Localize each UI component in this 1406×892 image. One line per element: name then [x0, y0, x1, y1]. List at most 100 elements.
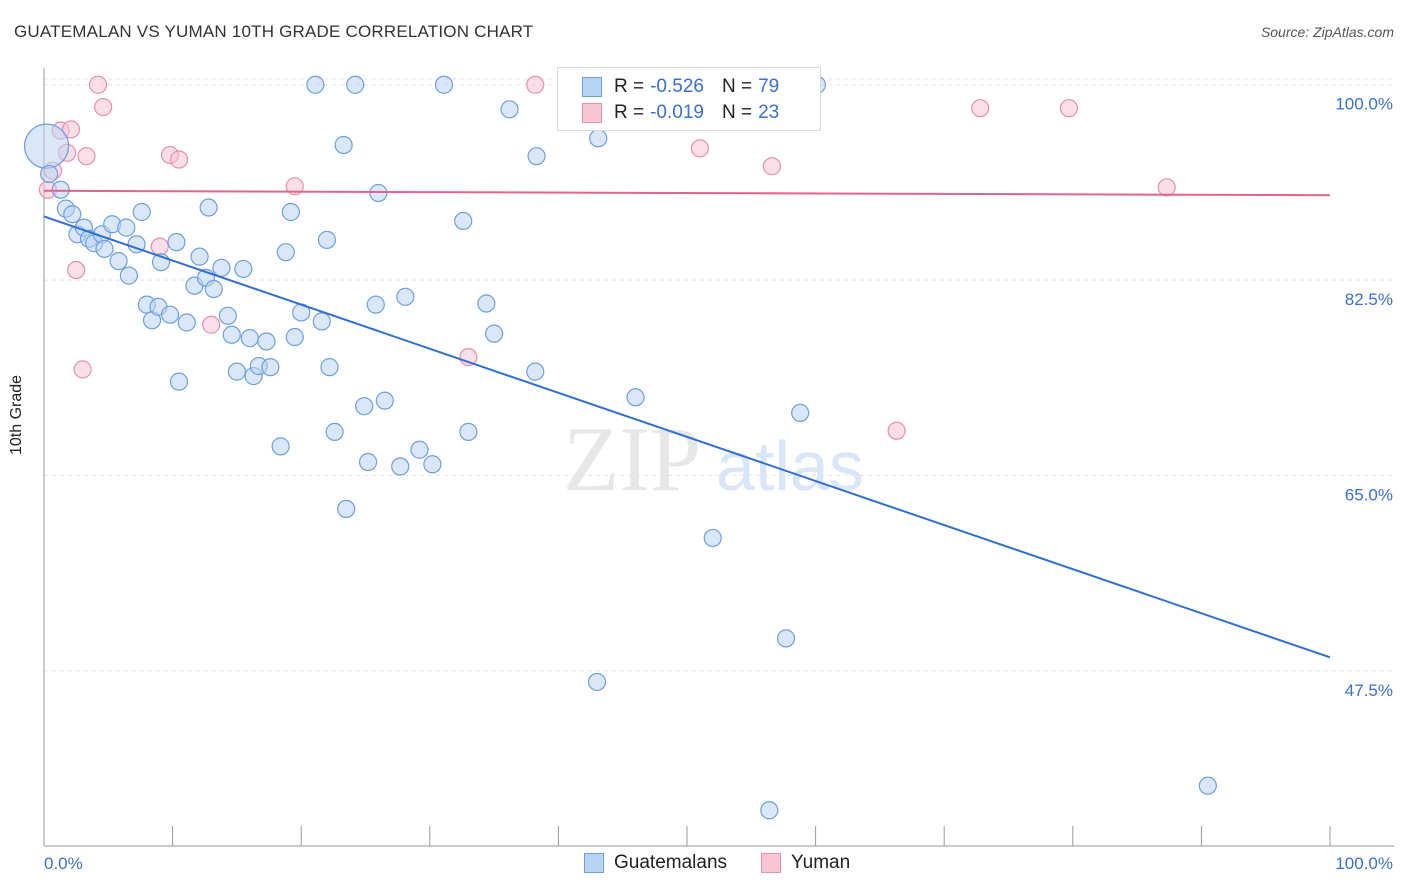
- data-point-guatemalans: [703, 528, 722, 548]
- legend-n-label: N =: [721, 76, 753, 97]
- y-tick-label: 47.5%: [1345, 681, 1393, 700]
- data-point-guatemalans: [40, 164, 59, 184]
- data-point-guatemalans: [369, 183, 388, 203]
- data-point-guatemalans: [500, 100, 519, 119]
- data-point-guatemalans: [119, 266, 138, 285]
- x-tick-label: 0.0%: [44, 854, 83, 873]
- legend-n-label: N =: [721, 102, 753, 123]
- data-point-yuman: [690, 139, 709, 158]
- data-point-guatemalans: [320, 358, 339, 377]
- data-point-yuman: [1059, 99, 1079, 118]
- legend-swatch-pink: [761, 853, 782, 873]
- data-point-guatemalans: [160, 305, 180, 324]
- data-point-guatemalans: [760, 801, 779, 820]
- data-point-guatemalans: [346, 75, 365, 94]
- data-point-guatemalans: [132, 202, 151, 222]
- data-point-guatemalans: [63, 205, 82, 224]
- data-point-yuman: [88, 75, 108, 94]
- data-point-guatemalans: [396, 287, 415, 306]
- data-point-guatemalans: [167, 233, 186, 252]
- data-point-yuman: [94, 97, 113, 117]
- data-point-guatemalans: [222, 325, 241, 344]
- data-point-guatemalans: [212, 258, 231, 277]
- data-point-guatemalans: [526, 362, 545, 381]
- legend-item-yuman[interactable]: Yuman: [761, 852, 850, 874]
- data-point-guatemalans: [218, 306, 237, 325]
- series-guatemalans: [23, 75, 1217, 820]
- y-tick-label: 100.0%: [1335, 95, 1393, 114]
- legend-swatch-blue: [584, 853, 604, 873]
- tick-labels: 100.0% 82.5% 65.0% 47.5% 0.0% 100.0%: [44, 95, 1393, 873]
- watermark-zip: ZIP: [563, 408, 701, 510]
- data-point-yuman: [526, 75, 545, 94]
- legend-row-guatemalans: R = -0.526 N = 79: [582, 74, 779, 100]
- legend-item-guatemalans[interactable]: Guatemalans: [584, 852, 727, 874]
- data-point-yuman: [285, 177, 304, 196]
- data-point-guatemalans: [306, 75, 325, 94]
- data-point-guatemalans: [454, 211, 473, 231]
- data-point-guatemalans: [312, 312, 331, 331]
- data-point-guatemalans: [337, 499, 356, 519]
- data-point-yuman: [169, 150, 189, 169]
- data-point-guatemalans: [791, 403, 810, 423]
- data-point-guatemalans: [51, 180, 70, 199]
- data-point-guatemalans: [776, 629, 796, 648]
- data-point-guatemalans: [626, 388, 645, 407]
- data-point-guatemalans: [190, 247, 209, 266]
- watermark: ZIP atlas: [563, 408, 864, 510]
- data-point-yuman: [77, 147, 96, 166]
- data-point-guatemalans: [95, 239, 114, 258]
- legend-n-value: 23: [758, 102, 780, 123]
- data-point-guatemalans: [587, 672, 607, 692]
- trend-line-yuman: [43, 189, 1331, 197]
- data-point-guatemalans: [169, 372, 189, 391]
- legend-r-label: R =: [614, 102, 645, 123]
- data-point-yuman: [971, 99, 990, 118]
- legend-r-value: -0.019: [650, 102, 704, 123]
- data-point-guatemalans: [234, 259, 253, 279]
- legend-label-yuman: Yuman: [791, 852, 851, 873]
- data-point-yuman: [762, 157, 781, 176]
- data-point-guatemalans: [459, 422, 478, 441]
- data-point-yuman: [67, 260, 86, 280]
- data-point-guatemalans: [485, 324, 504, 343]
- data-point-guatemalans: [23, 123, 70, 169]
- data-point-yuman: [61, 120, 81, 139]
- y-tick-label: 82.5%: [1345, 290, 1393, 309]
- data-point-guatemalans: [391, 457, 410, 476]
- legend-r-value: -0.526: [650, 76, 704, 97]
- data-point-yuman: [1157, 178, 1176, 197]
- data-point-guatemalans: [285, 327, 304, 347]
- data-point-guatemalans: [281, 202, 301, 222]
- legend-r-label: R =: [614, 76, 645, 97]
- data-point-guatemalans: [199, 198, 218, 217]
- data-point-guatemalans: [271, 437, 290, 456]
- data-point-guatemalans: [240, 329, 259, 348]
- data-point-guatemalans: [109, 252, 128, 271]
- trend-lines: [43, 189, 1331, 659]
- data-point-guatemalans: [204, 279, 223, 299]
- data-point-guatemalans: [366, 295, 385, 314]
- data-point-guatemalans: [261, 358, 280, 377]
- x-tick-label: 100.0%: [1335, 854, 1393, 873]
- chart-title: GUATEMALAN VS YUMAN 10TH GRADE CORRELATI…: [14, 22, 534, 41]
- data-point-yuman: [150, 237, 169, 256]
- data-point-guatemalans: [334, 135, 353, 155]
- data-point-yuman: [73, 360, 92, 379]
- data-point-guatemalans: [317, 230, 337, 249]
- y-tick-label: 65.0%: [1345, 485, 1393, 504]
- data-point-guatemalans: [527, 147, 546, 166]
- legend-swatch-blue: [582, 77, 602, 97]
- trend-line-guatemalans: [43, 215, 1331, 659]
- data-point-guatemalans: [410, 440, 429, 459]
- data-point-guatemalans: [355, 397, 374, 416]
- data-point-guatemalans: [1198, 776, 1217, 795]
- data-point-yuman: [202, 315, 221, 334]
- watermark-atlas: atlas: [716, 427, 864, 505]
- series-legend: Guatemalans Yuman: [584, 852, 884, 874]
- data-point-guatemalans: [117, 218, 136, 237]
- data-point-guatemalans: [434, 75, 454, 94]
- data-point-yuman: [887, 421, 906, 440]
- source-label: Source: ZipAtlas.com: [1260, 24, 1394, 40]
